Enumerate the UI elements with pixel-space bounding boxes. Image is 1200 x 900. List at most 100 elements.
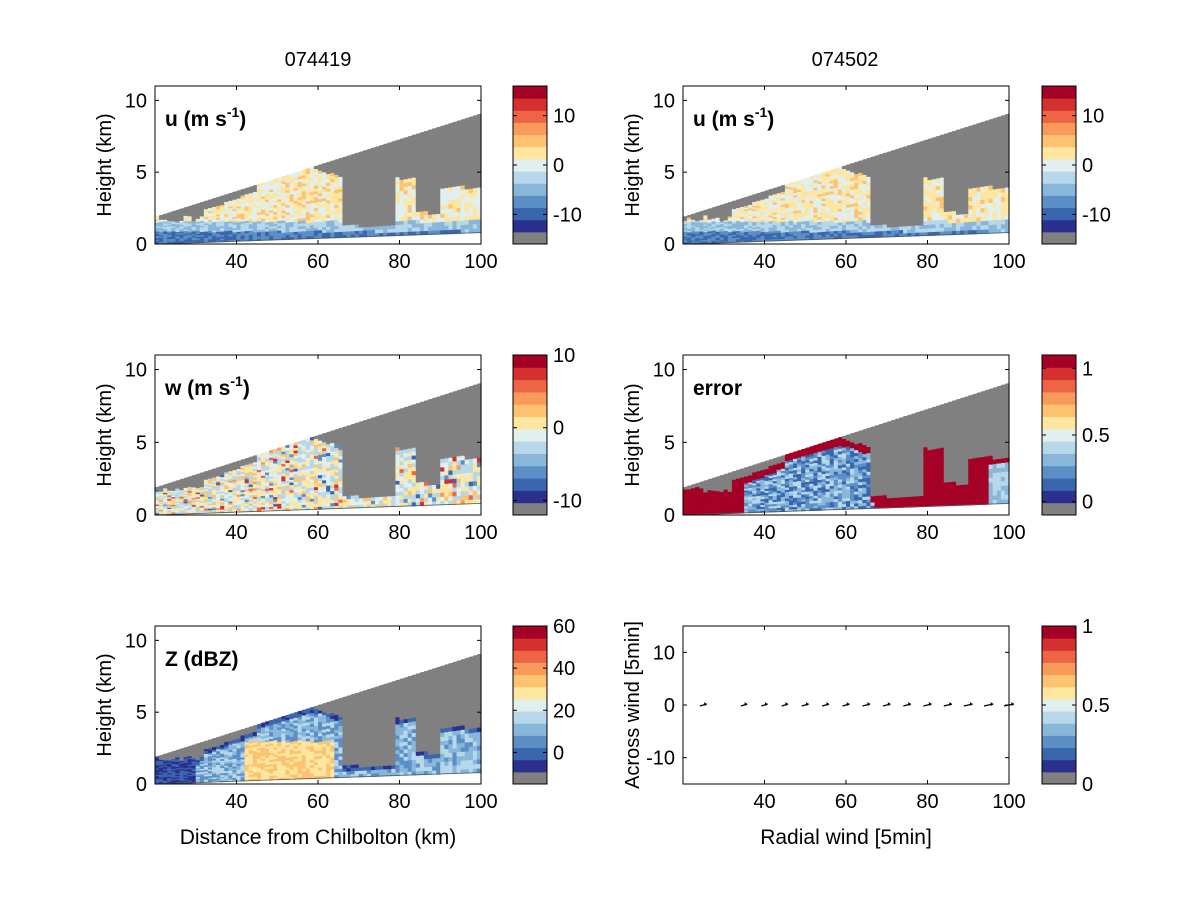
data-cell [269, 186, 274, 190]
data-cell [1000, 214, 1006, 220]
data-cell [387, 181, 392, 187]
data-cell [687, 231, 692, 234]
data-cell [846, 187, 851, 191]
data-cell [334, 171, 339, 175]
data-cell [744, 234, 749, 238]
data-cell [167, 225, 172, 228]
data-cell [313, 235, 319, 239]
data-cell [980, 194, 986, 200]
data-cell [179, 237, 185, 240]
data-cell [695, 237, 700, 240]
data-cell [269, 193, 274, 197]
data-cell [171, 487, 176, 490]
data-cell [155, 220, 160, 223]
data-cell [338, 170, 344, 174]
data-cell [711, 224, 717, 227]
data-cell [956, 185, 961, 191]
data-cell [1000, 151, 1006, 157]
data-cell [707, 210, 713, 213]
data-cell [850, 197, 855, 202]
data-cell [764, 233, 770, 236]
data-cell [330, 160, 335, 165]
data-cell [460, 136, 466, 142]
data-cell [391, 162, 397, 168]
data-cell [301, 177, 307, 181]
data-cell [825, 186, 831, 190]
data-cell [232, 510, 238, 513]
data-cell [784, 183, 790, 187]
data-cell [805, 215, 810, 219]
data-cell [776, 213, 782, 217]
data-cell [440, 183, 445, 189]
data-cell [297, 233, 303, 237]
data-cell [199, 240, 205, 243]
data-cell [191, 483, 197, 486]
data-cell [159, 218, 164, 220]
data-cell [440, 125, 445, 131]
data-cell [191, 210, 197, 213]
data-cell [362, 153, 368, 158]
data-cell [748, 232, 753, 236]
data-cell [784, 212, 790, 215]
data-cell [297, 215, 303, 219]
data-cell [862, 222, 867, 227]
data-cell [947, 139, 953, 145]
data-cell [915, 196, 920, 201]
data-cell [452, 160, 458, 166]
data-cell [167, 485, 172, 488]
data-cell [776, 223, 782, 227]
data-cell [366, 152, 372, 157]
data-cell [854, 214, 859, 218]
data-cell [187, 235, 193, 238]
data-cell [195, 496, 201, 499]
data-cell [731, 219, 737, 222]
data-cell [228, 478, 234, 481]
data-cell [379, 225, 384, 230]
data-cell [155, 238, 160, 241]
data-cell [195, 501, 201, 504]
data-cell [187, 482, 193, 485]
data-cell [203, 477, 209, 480]
data-cell [931, 171, 937, 176]
data-cell [927, 205, 933, 210]
data-cell [399, 186, 405, 192]
data-cell [163, 226, 168, 228]
data-cell [972, 153, 978, 159]
data-cell [752, 197, 757, 201]
data-cell [1004, 132, 1010, 138]
data-cell [220, 232, 225, 236]
data-cell [972, 124, 978, 130]
data-cell [191, 482, 197, 485]
data-cell [183, 499, 189, 502]
data-cell [919, 231, 925, 237]
data-cell [240, 479, 246, 483]
data-cell [415, 199, 421, 205]
data-cell [703, 217, 709, 220]
data-cell [935, 170, 941, 175]
data-cell [943, 156, 949, 162]
data-cell [252, 206, 258, 210]
data-cell [776, 211, 782, 215]
data-cell [171, 218, 176, 221]
data-cell [788, 237, 794, 241]
data-cell [183, 208, 189, 211]
data-cell [195, 478, 201, 481]
data-cell [187, 507, 193, 511]
data-cell [911, 218, 916, 223]
data-cell [464, 219, 470, 225]
data-cell [399, 190, 405, 195]
data-cell [988, 211, 994, 217]
data-cell [411, 161, 417, 167]
data-cell [191, 510, 197, 513]
data-cell [203, 495, 209, 498]
data-cell [797, 196, 802, 199]
data-cell [976, 229, 982, 235]
data-cell [346, 199, 352, 204]
data-cell [366, 192, 372, 197]
data-cell [886, 210, 892, 215]
data-cell [687, 222, 692, 225]
data-cell [224, 236, 229, 239]
data-cell [379, 218, 384, 223]
data-cell [764, 219, 770, 223]
data-cell [313, 218, 319, 223]
